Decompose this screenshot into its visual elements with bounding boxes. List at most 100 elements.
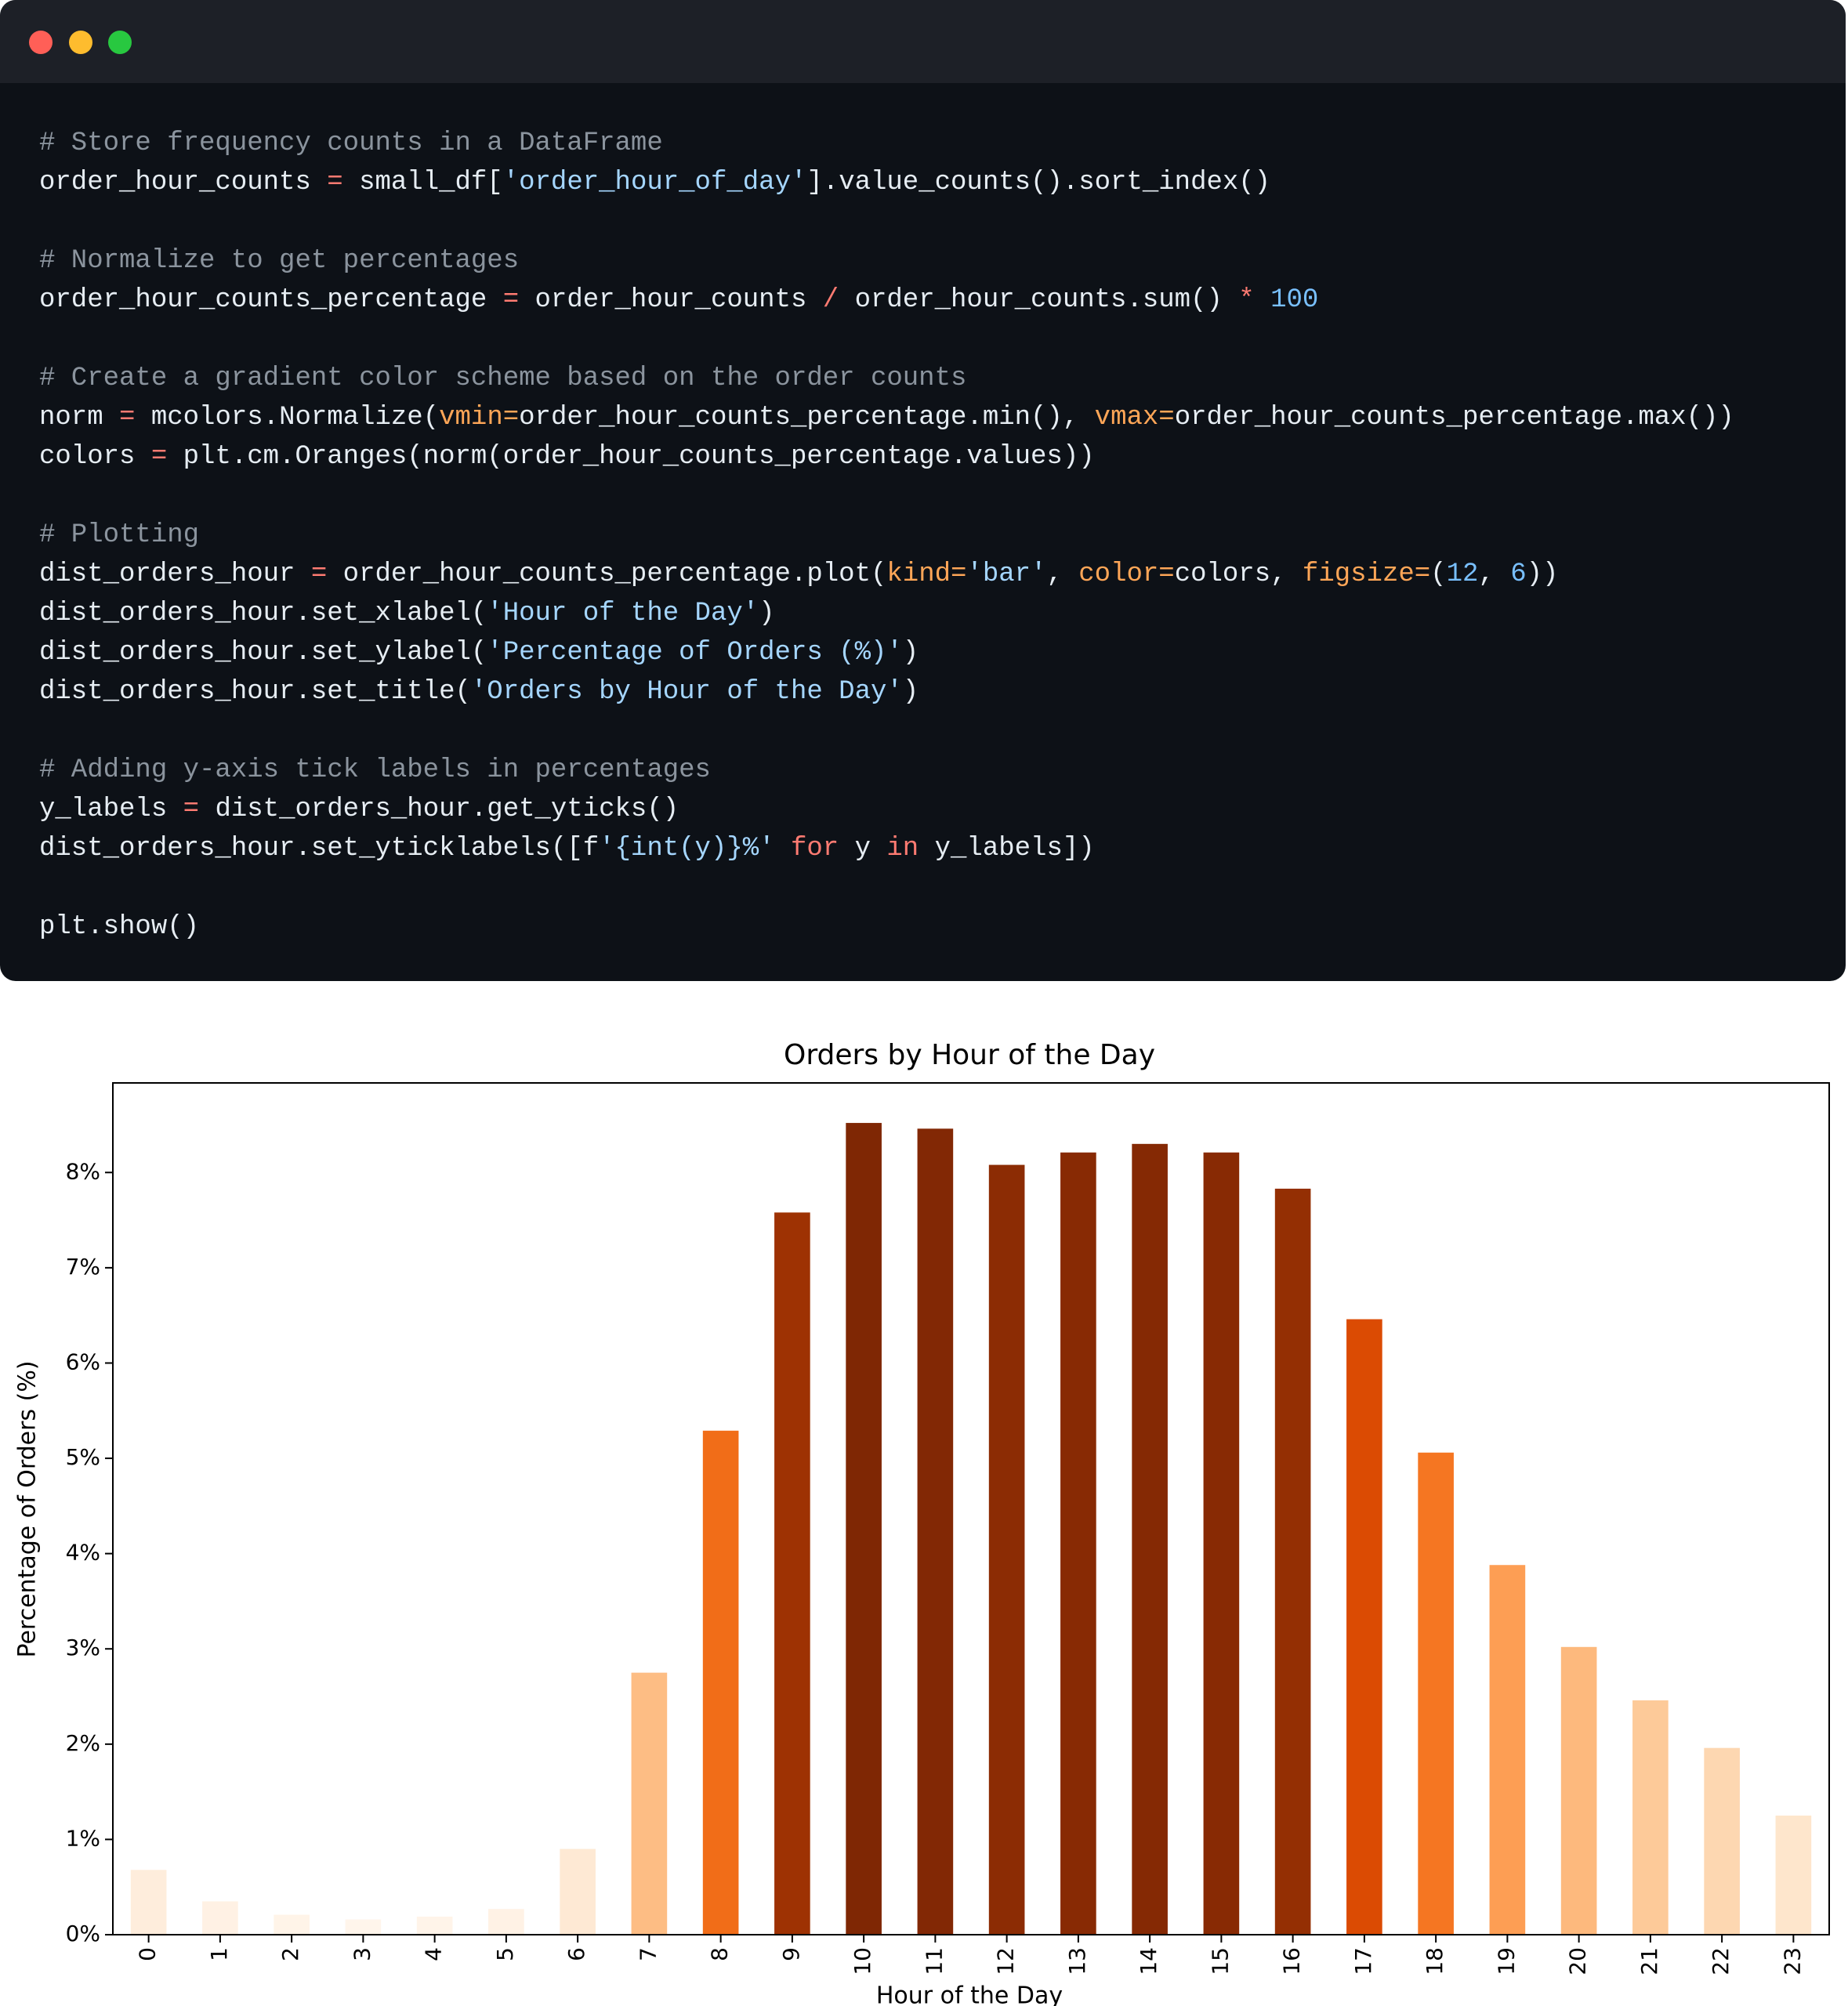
code-token: 6 xyxy=(1510,559,1527,589)
code-token: dist_orders_hour.set_title( xyxy=(39,677,471,707)
code-token: order_hour_counts xyxy=(519,285,823,315)
code-token: y_labels xyxy=(39,795,183,824)
x-tick-label: 21 xyxy=(1636,1947,1662,1975)
bar xyxy=(1489,1565,1526,1935)
code-token: 'Orders by Hour of the Day' xyxy=(470,677,903,707)
y-tick-label: 1% xyxy=(66,1825,100,1851)
code-line: # Store frequency counts in a DataFrame xyxy=(39,124,1846,163)
code-line: colors = plt.cm.Oranges(norm(order_hour_… xyxy=(39,437,1846,476)
code-token: kind= xyxy=(886,559,967,589)
code-line: y_labels = dist_orders_hour.get_yticks() xyxy=(39,790,1846,829)
code-token: vmin= xyxy=(439,403,520,433)
code-token: in xyxy=(886,834,919,864)
bar xyxy=(130,1870,167,1935)
y-axis-label: Percentage of Orders (%) xyxy=(14,1360,42,1657)
bar xyxy=(1704,1747,1740,1935)
code-token: vmax= xyxy=(1094,403,1175,433)
code-token: ) xyxy=(902,638,919,668)
bar xyxy=(1274,1188,1311,1935)
y-tick-label: 8% xyxy=(66,1158,100,1184)
x-tick-label: 19 xyxy=(1493,1947,1519,1975)
close-button[interactable] xyxy=(29,31,53,54)
code-token: figsize= xyxy=(1302,559,1431,589)
chart-title: Orders by Hour of the Day xyxy=(784,1039,1155,1071)
code-token: colors xyxy=(39,442,151,472)
bar xyxy=(1060,1152,1096,1935)
y-tick-label: 4% xyxy=(66,1540,100,1566)
bar xyxy=(917,1128,954,1935)
bar xyxy=(988,1164,1025,1935)
bar xyxy=(1632,1700,1669,1935)
y-tick-label: 0% xyxy=(66,1921,100,1946)
code-token: # Plotting xyxy=(39,520,200,550)
code-token: y xyxy=(839,834,887,864)
x-tick-label: 11 xyxy=(921,1947,947,1975)
bar xyxy=(1203,1152,1240,1935)
bar xyxy=(631,1672,668,1935)
code-token: plt.show() xyxy=(39,912,200,942)
code-token: / xyxy=(822,285,839,315)
y-tick-label: 2% xyxy=(66,1730,100,1756)
code-token: , xyxy=(1478,559,1511,589)
bar xyxy=(1346,1319,1382,1935)
x-tick-label: 0 xyxy=(135,1947,161,1961)
code-token: small_df[ xyxy=(342,168,503,197)
bar xyxy=(416,1916,453,1935)
x-tick-label: 10 xyxy=(850,1947,875,1975)
code-line: # Create a gradient color scheme based o… xyxy=(39,359,1846,398)
code-token: ) xyxy=(759,599,775,628)
x-tick-label: 18 xyxy=(1422,1947,1448,1975)
x-tick-label: 9 xyxy=(778,1947,804,1961)
code-token: * xyxy=(1238,285,1255,315)
bar xyxy=(1418,1452,1454,1935)
bar xyxy=(202,1901,238,1935)
code-token: ( xyxy=(1430,559,1447,589)
code-line: dist_orders_hour.set_title('Orders by Ho… xyxy=(39,672,1846,712)
code-token: = xyxy=(310,559,328,589)
code-token: 'Percentage of Orders (%)' xyxy=(487,638,903,668)
bar xyxy=(488,1909,524,1935)
bar xyxy=(274,1914,310,1935)
bar xyxy=(846,1123,882,1935)
minimize-button[interactable] xyxy=(69,31,92,54)
code-line: # Adding y-axis tick labels in percentag… xyxy=(39,751,1846,790)
code-token: dist_orders_hour xyxy=(39,559,311,589)
code-token: 'bar' xyxy=(966,559,1047,589)
x-tick-label: 23 xyxy=(1779,1947,1805,1975)
x-tick-label: 6 xyxy=(563,1947,589,1961)
code-token: '{int(y)}%' xyxy=(599,834,775,864)
x-tick-label: 14 xyxy=(1136,1947,1161,1975)
x-axis-label: Hour of the Day xyxy=(876,1982,1063,2006)
code-token: = xyxy=(502,285,520,315)
code-token: 100 xyxy=(1254,285,1319,315)
x-tick-label: 13 xyxy=(1064,1947,1090,1975)
code-token: order_hour_counts_percentage.max()) xyxy=(1174,403,1734,433)
code-token: order_hour_counts xyxy=(39,168,328,197)
x-tick-label: 15 xyxy=(1207,1947,1233,1975)
title-bar xyxy=(0,0,1846,83)
bar xyxy=(560,1848,596,1935)
x-tick-label: 20 xyxy=(1565,1947,1591,1975)
x-tick-label: 1 xyxy=(206,1947,232,1961)
code-token: = xyxy=(327,168,343,197)
code-line: norm = mcolors.Normalize(vmin=order_hour… xyxy=(39,398,1846,437)
code-token: order_hour_counts_percentage xyxy=(39,285,503,315)
code-token: = xyxy=(119,403,136,433)
code-token: 12 xyxy=(1446,559,1479,589)
maximize-button[interactable] xyxy=(108,31,132,54)
x-tick-label: 2 xyxy=(277,1947,303,1961)
code-token: color= xyxy=(1078,559,1175,589)
code-token: y_labels]) xyxy=(919,834,1095,864)
code-token: dist_orders_hour.set_xlabel( xyxy=(39,599,487,628)
code-token: # Create a gradient color scheme based o… xyxy=(39,364,967,393)
code-token: dist_orders_hour.get_yticks() xyxy=(199,795,679,824)
x-tick-label: 12 xyxy=(993,1947,1019,1975)
code-token: colors, xyxy=(1174,559,1303,589)
bar xyxy=(774,1212,810,1935)
code-token: dist_orders_hour.set_ylabel( xyxy=(39,638,487,668)
bar xyxy=(1132,1143,1168,1935)
bar xyxy=(702,1430,739,1935)
code-token: order_hour_counts_percentage.plot( xyxy=(327,559,887,589)
